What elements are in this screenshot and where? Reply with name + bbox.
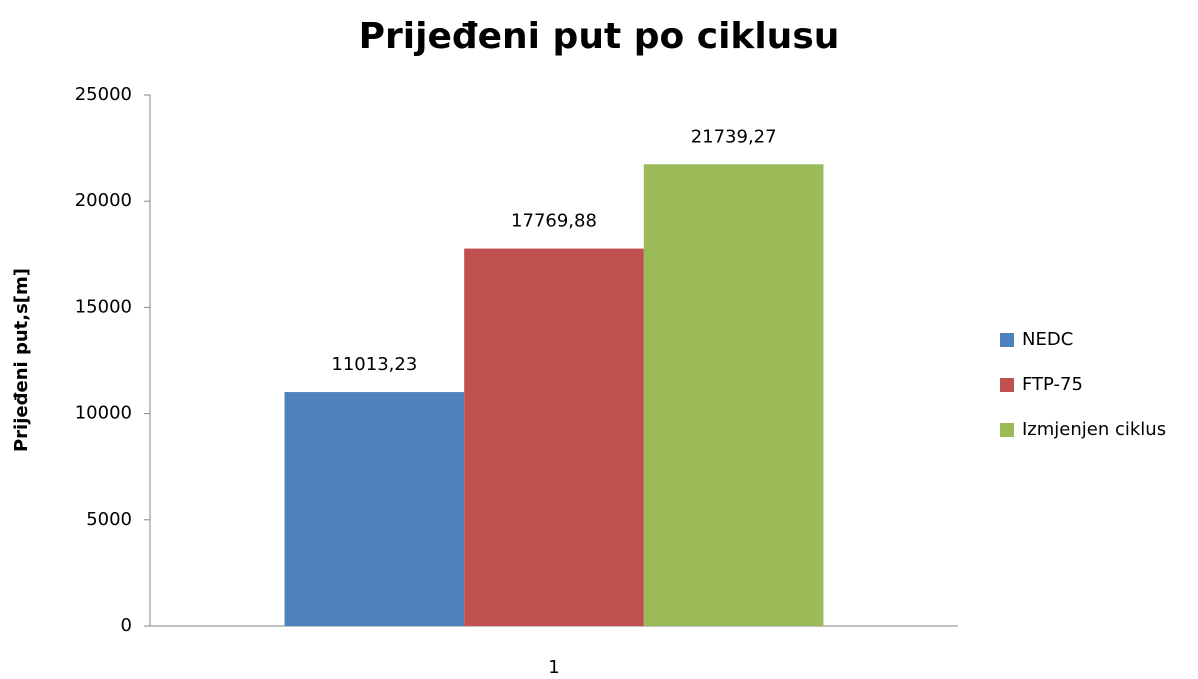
legend-swatch	[1000, 423, 1014, 437]
data-label: 11013,23	[331, 354, 417, 375]
data-label: 17769,88	[511, 211, 597, 232]
y-axis-label: Prijeđeni put,s[m]	[11, 268, 32, 452]
legend-label: FTP-75	[1022, 374, 1083, 395]
y-tick-label: 25000	[75, 84, 132, 105]
y-tick-label: 20000	[75, 190, 132, 211]
y-tick-label: 15000	[75, 296, 132, 317]
x-tick-label: 1	[548, 657, 559, 678]
y-tick-label: 5000	[86, 509, 132, 530]
legend-swatch	[1000, 333, 1014, 347]
legend-label: Izmjenjen ciklus	[1022, 419, 1166, 440]
y-tick-label: 10000	[75, 403, 132, 424]
legend-label: NEDC	[1022, 329, 1073, 350]
chart-title: Prijeđeni put po ciklusu	[359, 16, 840, 57]
bar	[643, 164, 824, 626]
bar	[284, 392, 465, 626]
bar	[464, 248, 644, 626]
legend-swatch	[1000, 378, 1014, 392]
data-label: 21739,27	[691, 126, 777, 147]
y-tick-label: 0	[121, 615, 132, 636]
